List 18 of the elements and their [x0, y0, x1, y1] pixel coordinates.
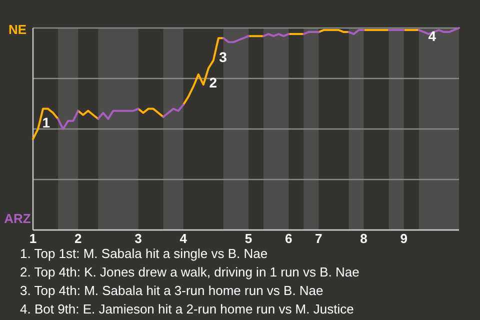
x-tick-label: 3	[134, 231, 142, 246]
x-tick-label: 7	[315, 231, 322, 246]
annotation: 1	[42, 114, 50, 131]
annotation: 2	[209, 74, 218, 91]
x-tick-label: 8	[360, 231, 368, 246]
x-tick-label: 5	[244, 231, 252, 246]
text: 2. Top 4th: K. Jones drew a walk, driving in 1 run vs B. Nae	[20, 264, 360, 280]
text: NE	[8, 22, 27, 37]
text: ARZ	[4, 211, 31, 226]
text: 1. Top 1st: M. Sabala hit a single vs B. Nae	[20, 246, 268, 261]
x-tick-label: 1	[29, 231, 37, 246]
annotation: 3	[219, 48, 228, 65]
x-tick-label: 6	[284, 231, 292, 246]
x-tick-label: 2	[74, 231, 82, 246]
text: 3. Top 4th: M. Sabala hit a 3-run home run vs B. Nae	[20, 283, 324, 298]
x-tick-label: 9	[400, 231, 408, 246]
text: 4. Bot 9th: E. Jamieson hit a 2-run home run vs M. Justice	[20, 302, 354, 316]
x-tick-label: 4	[180, 231, 188, 246]
